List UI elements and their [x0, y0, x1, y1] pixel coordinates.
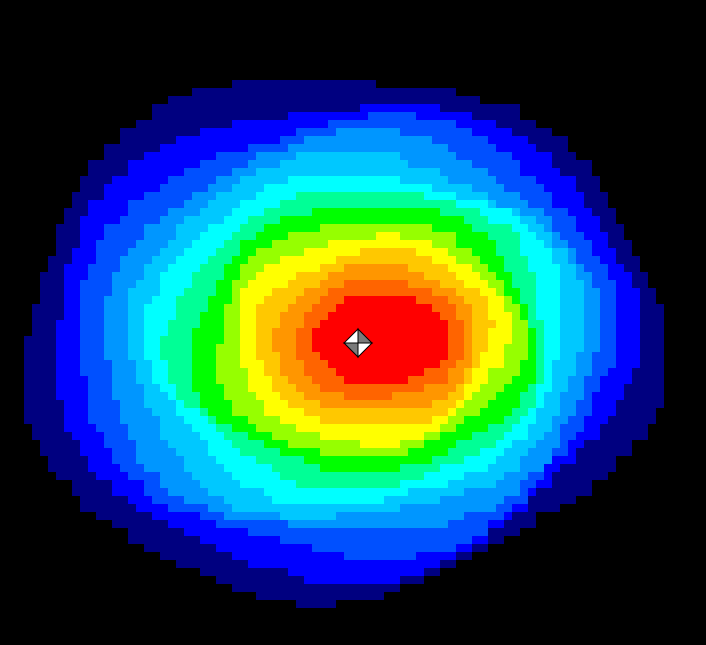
contour-level-14	[312, 296, 448, 384]
crosshair-diamond-icon[interactable]	[342, 327, 374, 359]
marker-quadrant-se	[357, 342, 374, 359]
contour-levels	[24, 80, 664, 608]
